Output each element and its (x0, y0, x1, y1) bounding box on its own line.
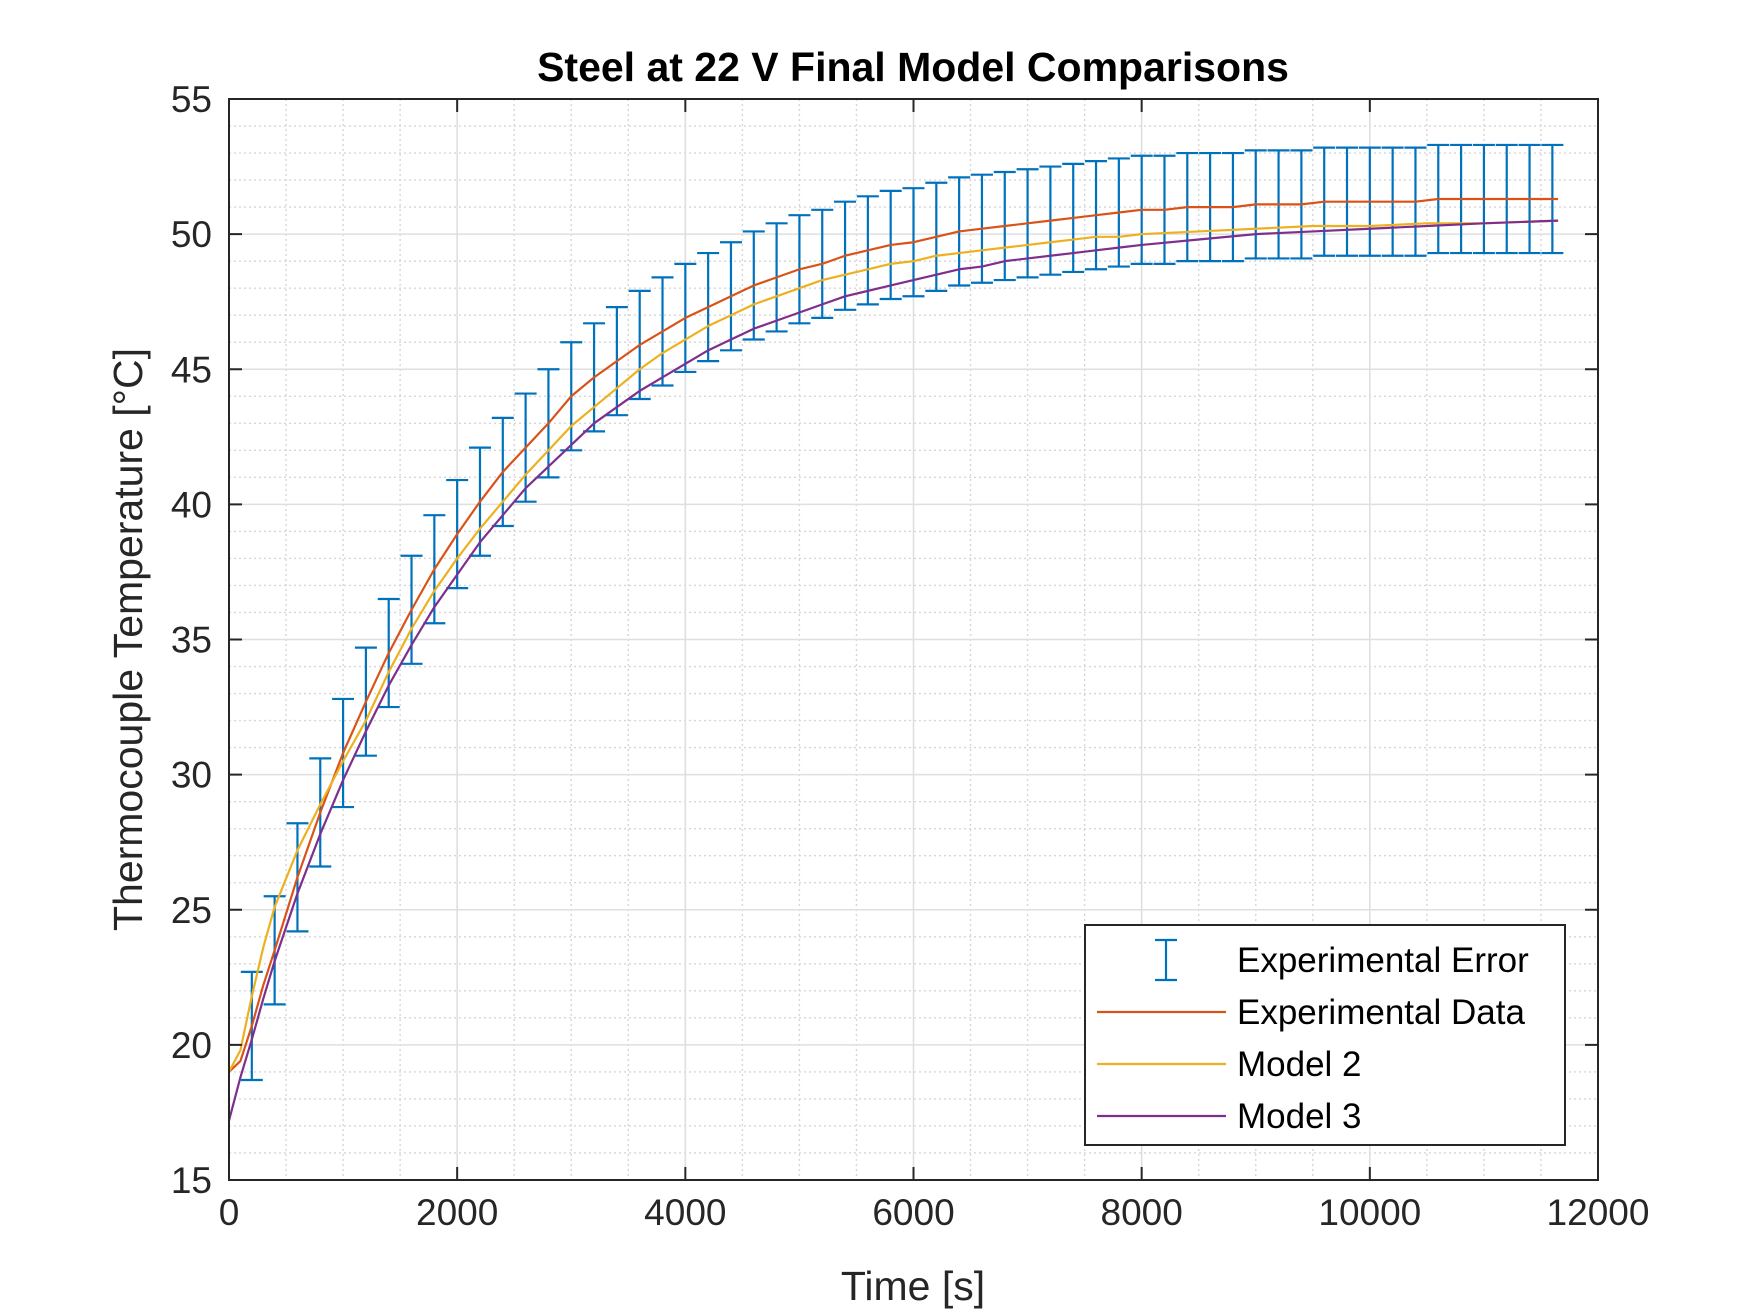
line-series-model-2 (228, 219, 1559, 1073)
y-tick-label: 35 (171, 620, 212, 661)
x-tick-label: 10000 (1318, 1192, 1421, 1233)
x-tick-label: 4000 (644, 1192, 726, 1233)
y-tick-label: 50 (171, 214, 212, 255)
y-axis-label: Thermocouple Temperature [°C] (105, 348, 151, 931)
legend: Experimental Error Experimental Data Model… (1084, 924, 1566, 1146)
legend-label-experimental-error: Experimental Error (1237, 941, 1529, 980)
x-tick-label: 12000 (1547, 1192, 1650, 1233)
legend-swatch-experimental-error (1155, 938, 1177, 982)
legend-label-experimental-data: Experimental Data (1237, 993, 1525, 1032)
y-tick-label: 25 (171, 890, 212, 931)
line-series-model-3 (227, 219, 1559, 1121)
x-tick-label: 2000 (416, 1192, 498, 1233)
legend-label-model-3: Model 3 (1237, 1097, 1362, 1136)
y-tick-labels: 15 20 25 30 35 40 45 50 55 (171, 79, 212, 1201)
legend-label-model-2: Model 2 (1237, 1045, 1362, 1084)
y-tick-label: 30 (171, 755, 212, 796)
chart-title: Steel at 22 V Final Model Comparisons (537, 44, 1289, 90)
y-tick-label: 55 (171, 79, 212, 120)
series-layer (227, 143, 1564, 1121)
y-tick-label: 15 (171, 1160, 212, 1201)
y-tick-label: 40 (171, 484, 212, 525)
x-tick-label: 6000 (872, 1192, 954, 1233)
x-tick-label: 0 (219, 1192, 240, 1233)
axis-ticks (228, 98, 1599, 1181)
line-series-experimental-data (228, 197, 1559, 1073)
x-tick-labels: 0 2000 4000 6000 8000 10000 12000 (219, 1192, 1650, 1233)
y-tick-label: 20 (171, 1025, 212, 1066)
y-tick-label: 45 (171, 349, 212, 390)
x-axis-label: Time [s] (841, 1263, 985, 1309)
x-tick-label: 8000 (1101, 1192, 1183, 1233)
